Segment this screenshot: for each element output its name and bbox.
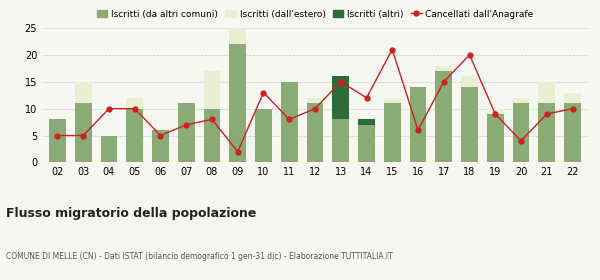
Bar (358, 119, 375, 125)
Bar (255, 109, 272, 162)
Bar (178, 103, 194, 162)
Bar (410, 87, 427, 162)
Bar (358, 119, 375, 125)
Bar (75, 82, 92, 103)
Bar (101, 136, 118, 162)
Bar (229, 28, 246, 44)
Bar (75, 103, 92, 162)
Text: COMUNE DI MELLE (CN) - Dati ISTAT (bilancio demografico 1 gen-31 dic) - Elaboraz: COMUNE DI MELLE (CN) - Dati ISTAT (bilan… (6, 252, 393, 261)
Bar (461, 76, 478, 87)
Bar (487, 114, 503, 162)
Legend: Iscritti (da altri comuni), Iscritti (dall'estero), Iscritti (altri), Cancellati: Iscritti (da altri comuni), Iscritti (da… (93, 6, 537, 22)
Bar (203, 109, 220, 162)
Bar (281, 82, 298, 162)
Bar (538, 103, 555, 162)
Bar (487, 109, 503, 114)
Bar (384, 103, 401, 162)
Bar (307, 103, 323, 162)
Bar (564, 103, 581, 162)
Bar (384, 98, 401, 103)
Bar (461, 87, 478, 162)
Bar (512, 103, 529, 162)
Bar (229, 44, 246, 162)
Bar (512, 98, 529, 103)
Bar (203, 71, 220, 109)
Bar (127, 98, 143, 109)
Bar (358, 125, 375, 162)
Bar (564, 92, 581, 103)
Bar (538, 82, 555, 103)
Bar (436, 71, 452, 162)
Bar (307, 98, 323, 103)
Bar (436, 66, 452, 71)
Bar (332, 114, 349, 119)
Text: Flusso migratorio della popolazione: Flusso migratorio della popolazione (6, 207, 256, 220)
Bar (127, 109, 143, 162)
Bar (332, 119, 349, 162)
Bar (152, 130, 169, 162)
Bar (332, 76, 349, 119)
Bar (49, 119, 66, 162)
